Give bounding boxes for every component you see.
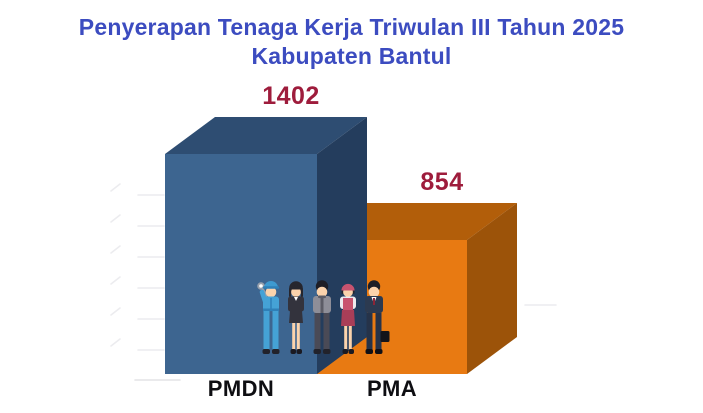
workers-illustration	[257, 280, 390, 354]
person-vendor-woman-icon	[340, 283, 356, 354]
pma-bar-side-face	[467, 203, 517, 374]
value-label-pmdn: 1402	[262, 82, 320, 110]
person-businessman-icon	[365, 280, 390, 354]
chart-title: Penyerapan Tenaga Kerja Triwulan III Tah…	[0, 13, 703, 70]
category-label-pma: PMA	[366, 376, 418, 401]
pmdn-bar-front-face	[165, 154, 317, 374]
person-mechanic-icon	[257, 281, 280, 354]
chart-title-line1: Penyerapan Tenaga Kerja Triwulan III Tah…	[78, 14, 625, 40]
faint-gridlines	[110, 183, 557, 381]
category-label-pmdn: PMDN	[207, 376, 275, 401]
person-casual-worker-icon	[313, 280, 331, 354]
person-businesswoman-icon	[288, 281, 304, 354]
value-label-pma: 854	[420, 168, 464, 196]
pmdn-bar-top-face	[165, 117, 367, 154]
chart-title-line2: Kabupaten Bantul	[251, 42, 452, 69]
bar-pmdn	[165, 117, 367, 374]
